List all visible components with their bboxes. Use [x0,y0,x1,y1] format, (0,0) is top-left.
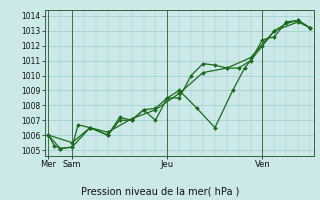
Text: Pression niveau de la mer( hPa ): Pression niveau de la mer( hPa ) [81,186,239,196]
